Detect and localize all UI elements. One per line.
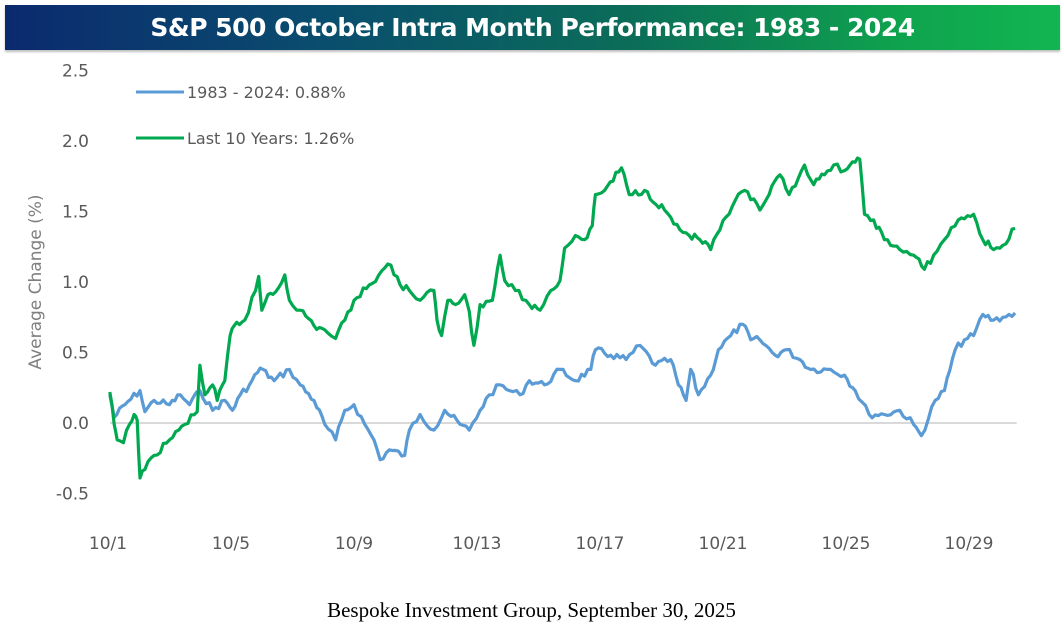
y-tick-label: 2.0 [62,132,89,152]
x-axis: 10/1 10/5 10/9 10/13 10/17 10/21 10/25 10/29 [89,534,994,554]
chart-title: S&P 500 October Intra Month Performance:… [150,13,915,42]
y-tick-label: 0.5 [62,344,89,364]
series-line-last-10-years [108,156,1016,480]
source-caption: Bespoke Investment Group, September 30, … [327,598,736,622]
series-line-all-years [108,311,1017,462]
legend: 1983 - 2024: 0.88% Last 10 Years: 1.26% [136,83,354,148]
x-tick-label: 10/29 [945,534,994,554]
x-tick-label: 10/5 [212,534,250,554]
legend-label-last-10-years: Last 10 Years: 1.26% [187,129,354,148]
x-tick-label: 10/25 [822,534,871,554]
y-tick-label: 1.5 [62,203,89,223]
y-axis: -0.5 0.0 0.5 1.0 1.5 2.0 2.5 [56,62,89,505]
y-axis-title: Average Change (%) [26,194,46,369]
x-tick-label: 10/21 [699,534,748,554]
y-tick-label: 1.0 [62,273,89,293]
y-tick-label: 2.5 [62,62,89,82]
x-tick-label: 10/9 [335,534,373,554]
line-chart: -0.5 0.0 0.5 1.0 1.5 2.0 2.5 10/1 10/5 10/9 10/13… [26,62,1017,554]
series-layer [108,156,1017,480]
y-tick-label: -0.5 [56,485,89,505]
chart-title-bar: S&P 500 October Intra Month Performance:… [5,5,1060,50]
x-tick-label: 10/1 [89,534,127,554]
x-tick-label: 10/13 [453,534,502,554]
x-tick-label: 10/17 [576,534,625,554]
legend-label-all-years: 1983 - 2024: 0.88% [187,83,346,102]
y-tick-label: 0.0 [62,414,89,434]
